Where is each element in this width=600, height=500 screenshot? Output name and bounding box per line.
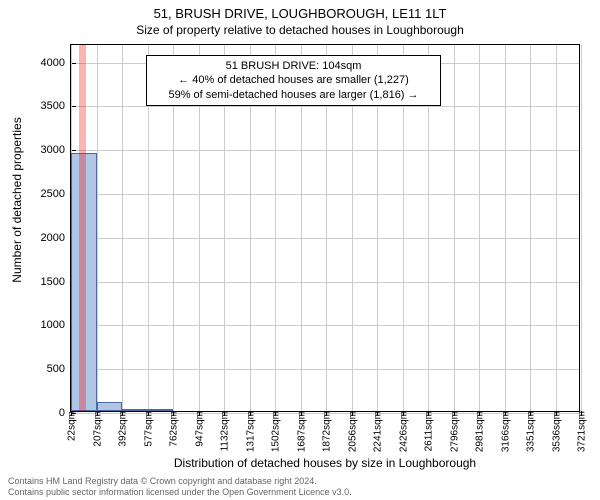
gridline-v <box>556 45 557 411</box>
x-tick-label: 3721sqm <box>569 411 588 452</box>
y-tick-label: 1500 <box>21 276 71 288</box>
y-tick-label: 3500 <box>21 100 71 112</box>
x-tick-label: 762sqm <box>161 411 180 447</box>
title-main: 51, BRUSH DRIVE, LOUGHBOROUGH, LE11 1LT <box>0 6 600 21</box>
x-tick-label: 3351sqm <box>518 411 537 452</box>
x-tick-label: 1502sqm <box>263 411 282 452</box>
gridline-v <box>530 45 531 411</box>
histogram-bar <box>148 409 174 411</box>
footer-line1: Contains HM Land Registry data © Crown c… <box>8 476 352 487</box>
x-tick-label: 207sqm <box>84 411 103 447</box>
gridline-v <box>454 45 455 411</box>
chart-titles: 51, BRUSH DRIVE, LOUGHBOROUGH, LE11 1LT … <box>0 0 600 37</box>
x-tick-label: 2426sqm <box>390 411 409 452</box>
gridline-v <box>97 45 98 411</box>
x-tick-label: 392sqm <box>110 411 129 447</box>
y-tick-label: 1000 <box>21 319 71 331</box>
highlight-marker <box>79 45 86 411</box>
x-tick-label: 22sqm <box>59 411 78 441</box>
annotation-line1: 51 BRUSH DRIVE: 104sqm <box>155 59 432 73</box>
footer-attribution: Contains HM Land Registry data © Crown c… <box>8 476 352 498</box>
footer-line2: Contains public sector information licen… <box>8 487 352 498</box>
plot-area: 0500100015002000250030003500400022sqm207… <box>70 44 580 412</box>
gridline-v <box>581 45 582 411</box>
annotation-line3: 59% of semi-detached houses are larger (… <box>155 88 432 102</box>
x-tick-label: 2611sqm <box>416 411 435 451</box>
x-tick-label: 2241sqm <box>365 411 384 452</box>
x-tick-label: 2796sqm <box>441 411 460 452</box>
x-tick-label: 2981sqm <box>467 411 486 452</box>
gridline-v <box>122 45 123 411</box>
x-axis-label: Distribution of detached houses by size … <box>70 456 580 470</box>
y-tick-label: 4000 <box>21 57 71 69</box>
annotation-box: 51 BRUSH DRIVE: 104sqm← 40% of detached … <box>146 55 441 106</box>
gridline-v <box>479 45 480 411</box>
histogram-bar <box>122 409 148 411</box>
annotation-line2: ← 40% of detached houses are smaller (1,… <box>155 73 432 87</box>
x-tick-label: 3166sqm <box>492 411 511 452</box>
x-tick-label: 3536sqm <box>543 411 562 452</box>
x-tick-label: 1132sqm <box>212 411 231 451</box>
y-tick-label: 500 <box>21 363 71 375</box>
histogram-bar <box>97 402 123 411</box>
x-tick-label: 1687sqm <box>288 411 307 452</box>
y-tick-label: 2500 <box>21 188 71 200</box>
y-tick-label: 3000 <box>21 144 71 156</box>
x-tick-label: 2056sqm <box>339 411 358 452</box>
chart-area: 0500100015002000250030003500400022sqm207… <box>70 44 580 412</box>
x-tick-label: 1317sqm <box>237 411 256 452</box>
gridline-v <box>505 45 506 411</box>
x-tick-label: 947sqm <box>186 411 205 447</box>
y-tick-label: 2000 <box>21 232 71 244</box>
x-tick-label: 1872sqm <box>314 411 333 452</box>
title-sub: Size of property relative to detached ho… <box>0 23 600 37</box>
x-tick-label: 577sqm <box>135 411 154 447</box>
